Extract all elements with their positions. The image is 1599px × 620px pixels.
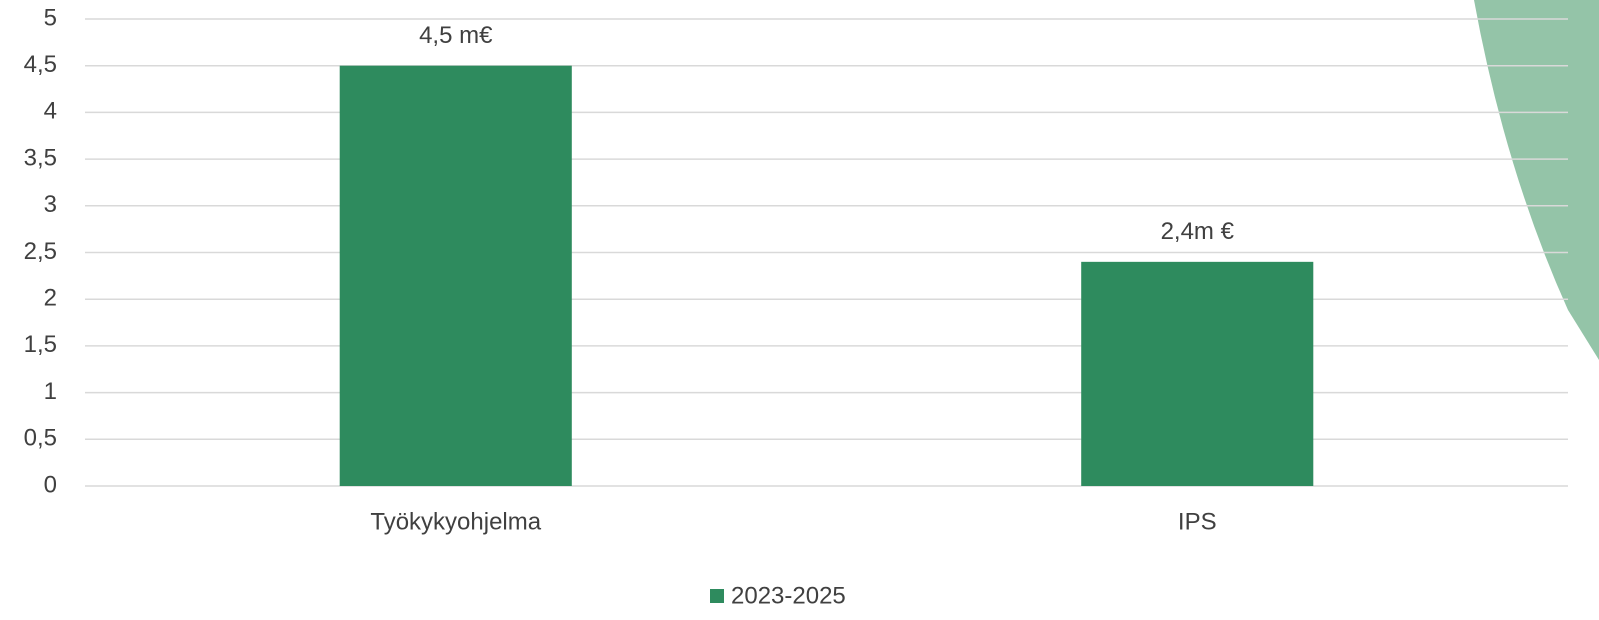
y-tick-label: 3 xyxy=(44,191,57,218)
x-tick-label: IPS xyxy=(1178,508,1217,535)
value-label: 4,5 m€ xyxy=(419,22,493,49)
bar xyxy=(1081,261,1314,486)
y-tick-label: 3,5 xyxy=(24,144,57,171)
y-tick-label: 0 xyxy=(44,471,57,498)
y-tick-label: 0,5 xyxy=(24,425,57,452)
y-tick-label: 4 xyxy=(44,98,57,125)
legend-label: 2023-2025 xyxy=(731,582,846,609)
y-tick-label: 5 xyxy=(44,4,57,31)
y-tick-label: 2,5 xyxy=(24,238,57,265)
y-tick-label: 1 xyxy=(44,378,57,405)
value-label: 2,4m € xyxy=(1161,218,1235,245)
decorative-shape xyxy=(1474,0,1599,360)
bar xyxy=(339,65,572,486)
y-tick-label: 1,5 xyxy=(24,331,57,358)
x-tick-label: Työkykyohjelma xyxy=(370,508,541,535)
y-tick-label: 2 xyxy=(44,285,57,312)
legend-swatch xyxy=(710,589,724,603)
y-tick-label: 4,5 xyxy=(24,51,57,78)
